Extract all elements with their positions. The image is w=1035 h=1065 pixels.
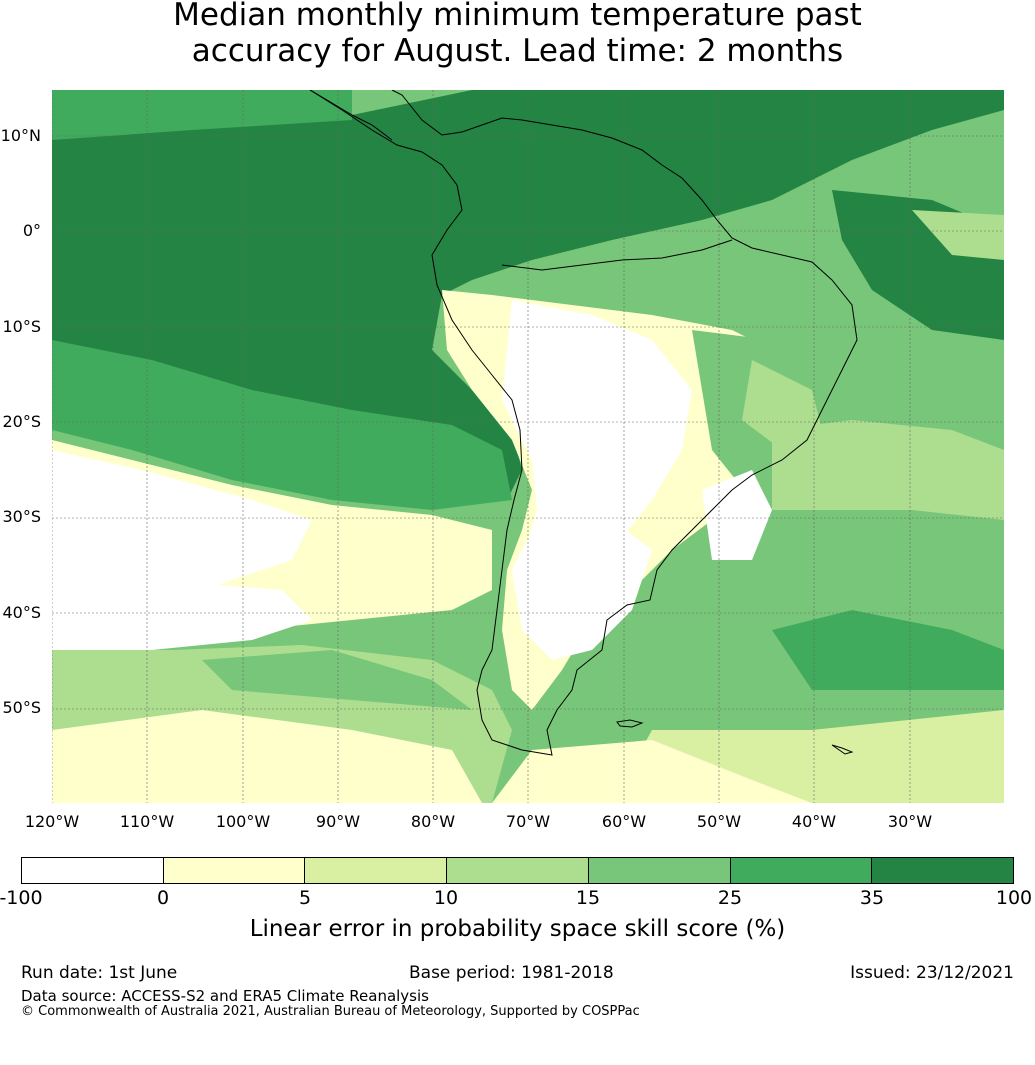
coastline-south-america xyxy=(309,90,858,756)
zone-southern-ocean-light xyxy=(52,710,482,803)
zone-south-atlantic-cream xyxy=(492,740,812,803)
lon-label-100w: 100°W xyxy=(215,812,271,831)
colorbar xyxy=(21,857,1014,884)
zone-negative-land xyxy=(502,300,692,600)
lon-label-120w: 120°W xyxy=(24,812,80,831)
map-panel xyxy=(52,90,1004,803)
colorbar-tick: 25 xyxy=(717,887,743,909)
colorbar-segment xyxy=(22,858,164,883)
colorbar-segment xyxy=(305,858,448,883)
lat-label-50s: 50°S xyxy=(2,698,41,717)
lon-label-110w: 110°W xyxy=(119,812,175,831)
zone-south-atlantic-pale xyxy=(772,420,1004,520)
colorbar-label: Linear error in probability space skill … xyxy=(249,916,786,942)
zone-southern-ocean-dark xyxy=(202,650,472,710)
amazon-river xyxy=(501,239,733,271)
zone-south-atlantic-dark xyxy=(772,610,1004,690)
lat-label-10n: 10°N xyxy=(0,126,41,145)
zone-negative-argentina xyxy=(512,520,652,660)
colorbar-segment xyxy=(588,858,731,883)
run-date: Run date: 1st June xyxy=(21,963,178,983)
lon-label-70w: 70°W xyxy=(505,812,551,831)
lat-label-40s: 40°S xyxy=(2,603,41,622)
lon-label-90w: 90°W xyxy=(315,812,361,831)
map-title: Median monthly minimum temperature past … xyxy=(0,0,1035,69)
lon-label-40w: 40°W xyxy=(791,812,837,831)
south-georgia xyxy=(831,744,854,755)
issued-date: Issued: 23/12/2021 xyxy=(850,963,1014,983)
title-line-1: Median monthly minimum temperature past xyxy=(173,0,862,33)
zone-high-skill-north-west xyxy=(52,90,352,140)
zone-negative-pacific-2 xyxy=(52,580,312,650)
lat-label-0: 0° xyxy=(22,221,41,240)
lon-label-80w: 80°W xyxy=(410,812,456,831)
lon-label-50w: 50°W xyxy=(696,812,742,831)
lat-label-20s: 20°S xyxy=(2,412,41,431)
colorbar-tick: -100 xyxy=(0,887,43,909)
data-source: Data source: ACCESS-S2 and ERA5 Climate … xyxy=(21,987,429,1005)
colorbar-segment xyxy=(730,858,873,883)
copyright-notice: © Commonwealth of Australia 2021, Austra… xyxy=(21,1004,640,1019)
coastline-central-america xyxy=(309,90,393,141)
title-line-2: accuracy for August. Lead time: 2 months xyxy=(191,33,844,69)
colorbar-segment xyxy=(163,858,306,883)
lon-label-60w: 60°W xyxy=(601,812,647,831)
zone-mid-band xyxy=(52,340,512,510)
colorbar-tick: 5 xyxy=(298,887,312,909)
colorbar-tick: 0 xyxy=(156,887,170,909)
colorbar-tick: 15 xyxy=(575,887,601,909)
lat-label-10s: 10°S xyxy=(2,317,41,336)
zone-light-patch-north-atlantic xyxy=(912,210,1004,260)
lat-label-30s: 30°S xyxy=(2,507,41,526)
colorbar-tick: 35 xyxy=(859,887,885,909)
lon-label-30w: 30°W xyxy=(887,812,933,831)
colorbar-segment xyxy=(447,858,589,883)
colorbar-tick: 10 xyxy=(433,887,459,909)
falkland-islands xyxy=(616,719,644,728)
zone-high-skill-north xyxy=(52,90,1004,500)
skill-score-map xyxy=(52,90,1004,803)
zone-south-atlantic xyxy=(612,430,1004,803)
colorbar-tick: 100 xyxy=(995,887,1033,909)
colorbar-segment xyxy=(872,858,1014,883)
base-period: Base period: 1981-2018 xyxy=(409,963,614,983)
zone-south-atlantic-white xyxy=(702,470,772,560)
graticule xyxy=(52,90,1004,803)
